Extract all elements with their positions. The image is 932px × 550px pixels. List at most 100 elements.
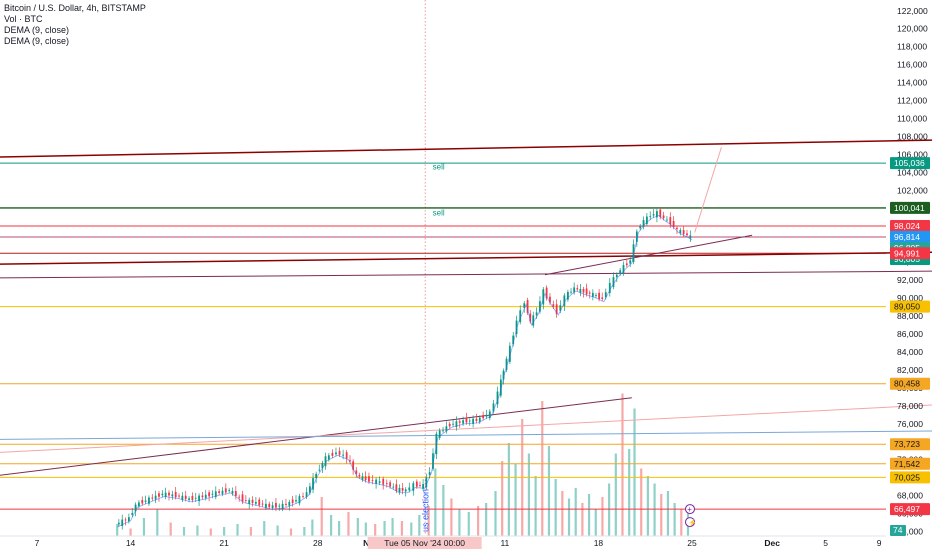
candle-body [465, 417, 468, 423]
trend-line-3 [544, 234, 753, 276]
candle-body [281, 503, 284, 509]
candle-body [201, 495, 204, 498]
time-tick-label: 11 [500, 538, 509, 548]
price-tick-label: 84,000 [897, 347, 923, 357]
volume-bar [527, 453, 531, 536]
volume-bar [427, 506, 430, 536]
candle-body [488, 411, 491, 419]
candle-body [151, 497, 154, 499]
candle-body [251, 499, 254, 503]
candle-body [629, 260, 632, 264]
candle-body [124, 519, 127, 521]
volume-indicator-label[interactable]: Vol · BTC [4, 14, 43, 24]
time-tick-label: 9 [877, 538, 882, 548]
volume-badge [890, 525, 906, 536]
candle-body [508, 345, 511, 362]
price-tick-label: 118,000 [897, 42, 927, 52]
candle-body [385, 483, 388, 484]
volume-bar [501, 461, 504, 536]
volume-bar [383, 521, 386, 536]
crosshair-time-label: Tue 05 Nov '24 00:00 [384, 538, 465, 548]
candle-body [321, 462, 324, 469]
candle-body [415, 481, 418, 487]
volume-bar [507, 443, 510, 536]
candle-body [576, 288, 579, 290]
candle-body [515, 320, 518, 334]
price-tick-label: 88,000 [897, 311, 923, 321]
candle-body [244, 500, 247, 501]
candle-body [327, 455, 330, 460]
candle-body [178, 495, 180, 497]
candle-body [532, 315, 535, 326]
price-badge [890, 220, 930, 233]
price-tick-label: 64,000 [897, 527, 923, 537]
symbol-title[interactable]: Bitcoin / U.S. Dollar, 4h, BITSTAMP [4, 3, 146, 13]
candle-body [144, 500, 147, 502]
candle-body [485, 414, 488, 417]
candle-body [408, 487, 411, 491]
volume-bar [182, 527, 186, 536]
volume-bar [329, 515, 333, 536]
candle-body [291, 499, 294, 504]
volume-bar [587, 494, 591, 536]
volume-bar [263, 521, 266, 536]
candle-body [512, 335, 515, 345]
time-tick-label: 18 [594, 538, 604, 548]
price-tick-label: 104,000 [897, 167, 928, 177]
candle-body [148, 497, 150, 504]
candle-body [499, 379, 502, 396]
price-tick-label: 102,000 [897, 185, 928, 195]
candle-body [271, 505, 274, 508]
trend-line-1 [0, 251, 932, 265]
candle-body [128, 517, 130, 522]
price-badge [890, 377, 930, 390]
time-tick-label: 28 [313, 538, 323, 548]
candle-body [285, 503, 287, 505]
volume-bar [666, 491, 670, 536]
candle-body [361, 476, 364, 480]
dema-indicator-label-1[interactable]: DEMA (9, close) [4, 25, 70, 35]
candle-body [425, 477, 428, 488]
candle-body [221, 490, 224, 494]
volume-bar [485, 503, 488, 536]
candle-body [211, 493, 214, 495]
candle-body [398, 487, 401, 493]
candle-body [659, 209, 662, 218]
price-badge-label: 66,497 [894, 504, 920, 514]
candle-body [349, 460, 351, 462]
dema-indicator-label-2[interactable]: DEMA (9, close) [4, 36, 70, 46]
candle-body [302, 496, 304, 497]
candle-body [261, 503, 264, 505]
trend-line-7 [694, 147, 722, 233]
candle-body [492, 403, 495, 412]
price-tick-label: 78,000 [897, 401, 923, 411]
candle-body [241, 494, 244, 502]
candle-body [358, 474, 361, 477]
price-tick-label: 68,000 [897, 491, 923, 501]
price-badge-label: 71,542 [894, 459, 920, 469]
candle-body [412, 483, 415, 491]
time-tick-label: 7 [35, 538, 40, 548]
candle-body [401, 487, 404, 491]
time-tick-label: Dec [764, 538, 780, 548]
candle-body [448, 423, 451, 427]
volume-bar [320, 497, 323, 536]
candle-body [585, 288, 588, 295]
candle-body [218, 491, 221, 494]
candle-body [248, 499, 251, 504]
volume-bar [608, 483, 611, 536]
price-badge [890, 247, 930, 260]
candle-body [134, 504, 137, 512]
trend-line-2 [0, 270, 932, 279]
volume-bar [574, 488, 577, 536]
trend-line-4 [0, 397, 632, 476]
plus-icon-glyph: + [687, 505, 692, 514]
volume-bar [347, 512, 350, 536]
price-tick-label: 116,000 [897, 60, 927, 70]
candle-body [591, 292, 594, 297]
volume-bar [477, 506, 480, 536]
candle-body [455, 421, 458, 428]
candle-body [378, 481, 381, 483]
volume-bar [236, 524, 239, 536]
